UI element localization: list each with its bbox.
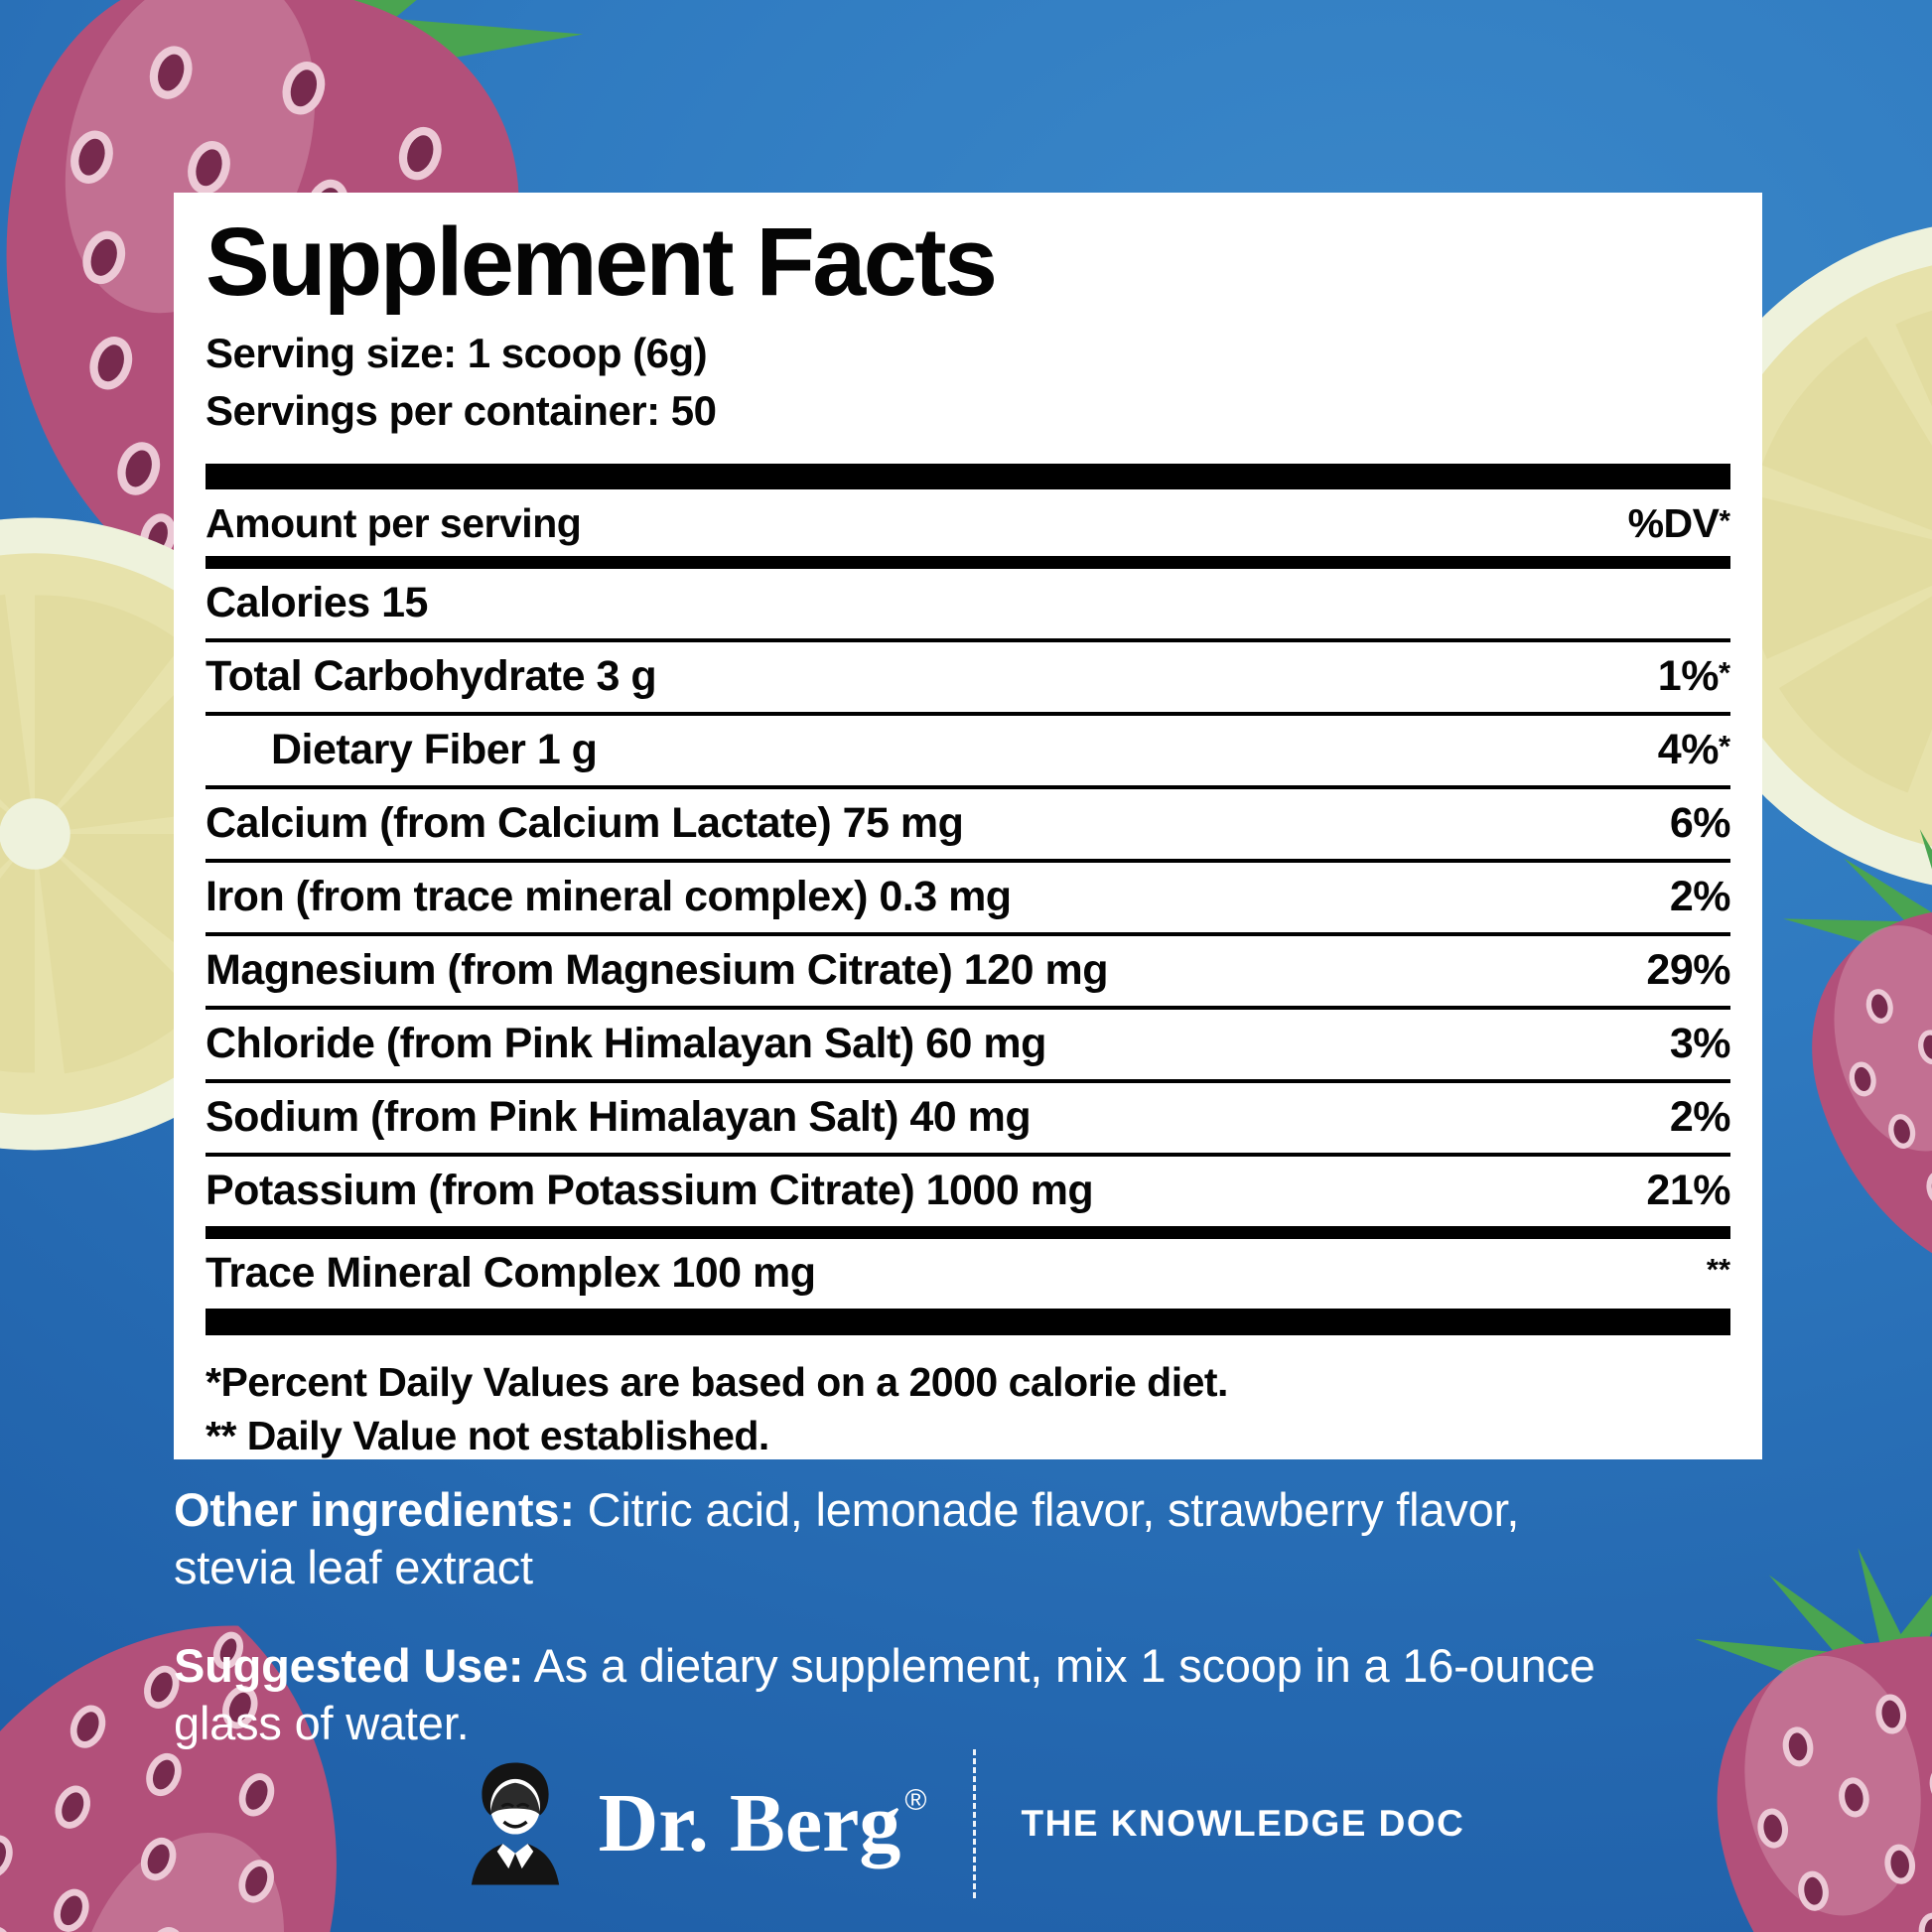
nutrient-label: Calories 15 — [206, 579, 428, 627]
table-row: Dietary Fiber 1 g 4%* — [206, 711, 1730, 785]
nutrient-dv-value: 3% — [1669, 1020, 1731, 1068]
table-row: Calcium (from Calcium Lactate) 75 mg 6% — [206, 784, 1731, 859]
divider-thick-top — [206, 463, 1730, 489]
nutrient-label: Magnesium (from Magnesium Citrate) 120 m… — [206, 946, 1108, 995]
divider-medium-header — [206, 555, 1730, 569]
suggested-use-line1: As a dietary supplement, mix 1 scoop in … — [523, 1638, 1595, 1692]
nutrient-dv-value: 2% — [1669, 1093, 1731, 1142]
brand-wordmark: Dr. Berg ® — [598, 1776, 927, 1869]
other-ingredients-block: Other ingredients: Citric acid, lemonade… — [174, 1481, 1862, 1597]
suggested-use-label: Suggested Use: — [174, 1638, 524, 1692]
other-ingredients-label: Other ingredients: — [174, 1483, 575, 1536]
nutrient-dv-value: ** — [1706, 1252, 1730, 1288]
footnote-daily-values: *Percent Daily Values are based on a 200… — [206, 1358, 1228, 1405]
nutrient-label: Trace Mineral Complex 100 mg — [206, 1249, 816, 1298]
dashed-divider — [972, 1749, 976, 1898]
table-row: Total Carbohydrate 3 g 1%* — [206, 637, 1730, 712]
nutrient-dv-value: 4%* — [1657, 726, 1730, 774]
table-row: Potassium (from Potassium Citrate) 1000 … — [206, 1152, 1730, 1226]
serving-size-text: Serving size: 1 scoop (6g) — [206, 329, 708, 376]
footnote-dv-not-established: ** Daily Value not established. — [206, 1412, 769, 1458]
column-header-amount: Amount per serving — [206, 499, 582, 546]
nutrient-label: Chloride (from Pink Himalayan Salt) 60 m… — [206, 1020, 1046, 1068]
registered-mark: ® — [904, 1783, 927, 1817]
brand-footer: Dr. Berg ® THE KNOWLEDGE DOC — [0, 1749, 1932, 1898]
column-header-dv: %DV* — [1627, 499, 1730, 546]
nutrient-dv-value: 29% — [1646, 946, 1730, 995]
nutrient-label: Dietary Fiber 1 g — [271, 726, 598, 774]
nutrient-label: Total Carbohydrate 3 g — [206, 652, 657, 701]
nutrient-dv-value: 21% — [1646, 1167, 1730, 1215]
dr-berg-portrait-icon — [471, 1762, 559, 1885]
table-row: Trace Mineral Complex 100 mg ** — [206, 1225, 1730, 1309]
suggested-use-line2: glass of water. — [174, 1696, 470, 1749]
nutrient-label: Sodium (from Pink Himalayan Salt) 40 mg — [206, 1093, 1032, 1142]
table-row: Calories 15 — [206, 569, 1730, 638]
page-title: Supplement Facts — [206, 207, 998, 316]
other-ingredients-line2: stevia leaf extract — [174, 1541, 533, 1594]
nutrient-label: Potassium (from Potassium Citrate) 1000 … — [206, 1167, 1094, 1215]
servings-per-container-text: Servings per container: 50 — [206, 386, 717, 434]
brand-name: Dr. Berg — [598, 1776, 901, 1869]
table-row: Iron (from trace mineral complex) 0.3 mg… — [206, 858, 1731, 932]
nutrient-dv-value: 6% — [1669, 799, 1731, 848]
table-row: Sodium (from Pink Himalayan Salt) 40 mg … — [206, 1078, 1731, 1153]
nutrient-label: Calcium (from Calcium Lactate) 75 mg — [206, 799, 964, 848]
nutrient-table: Calories 15 Total Carbohydrate 3 g 1%* D… — [206, 569, 1731, 1309]
supplement-facts-panel: Supplement Facts Serving size: 1 scoop (… — [174, 193, 1762, 1459]
table-row: Magnesium (from Magnesium Citrate) 120 m… — [206, 931, 1730, 1006]
suggested-use-block: Suggested Use: As a dietary supplement, … — [174, 1637, 1862, 1753]
nutrient-label: Iron (from trace mineral complex) 0.3 mg — [206, 873, 1012, 921]
other-ingredients-line1: Citric acid, lemonade flavor, strawberry… — [574, 1483, 1520, 1536]
divider-thick-bottom — [206, 1308, 1730, 1335]
nutrient-dv-value: 2% — [1669, 873, 1731, 921]
table-header: Amount per serving %DV* — [206, 489, 1730, 556]
table-row: Chloride (from Pink Himalayan Salt) 60 m… — [206, 1005, 1731, 1079]
brand-tagline: THE KNOWLEDGE DOC — [1021, 1803, 1465, 1844]
below-panel-text: Other ingredients: Citric acid, lemonade… — [174, 1481, 1862, 1752]
nutrient-dv-value: 1%* — [1657, 652, 1730, 701]
